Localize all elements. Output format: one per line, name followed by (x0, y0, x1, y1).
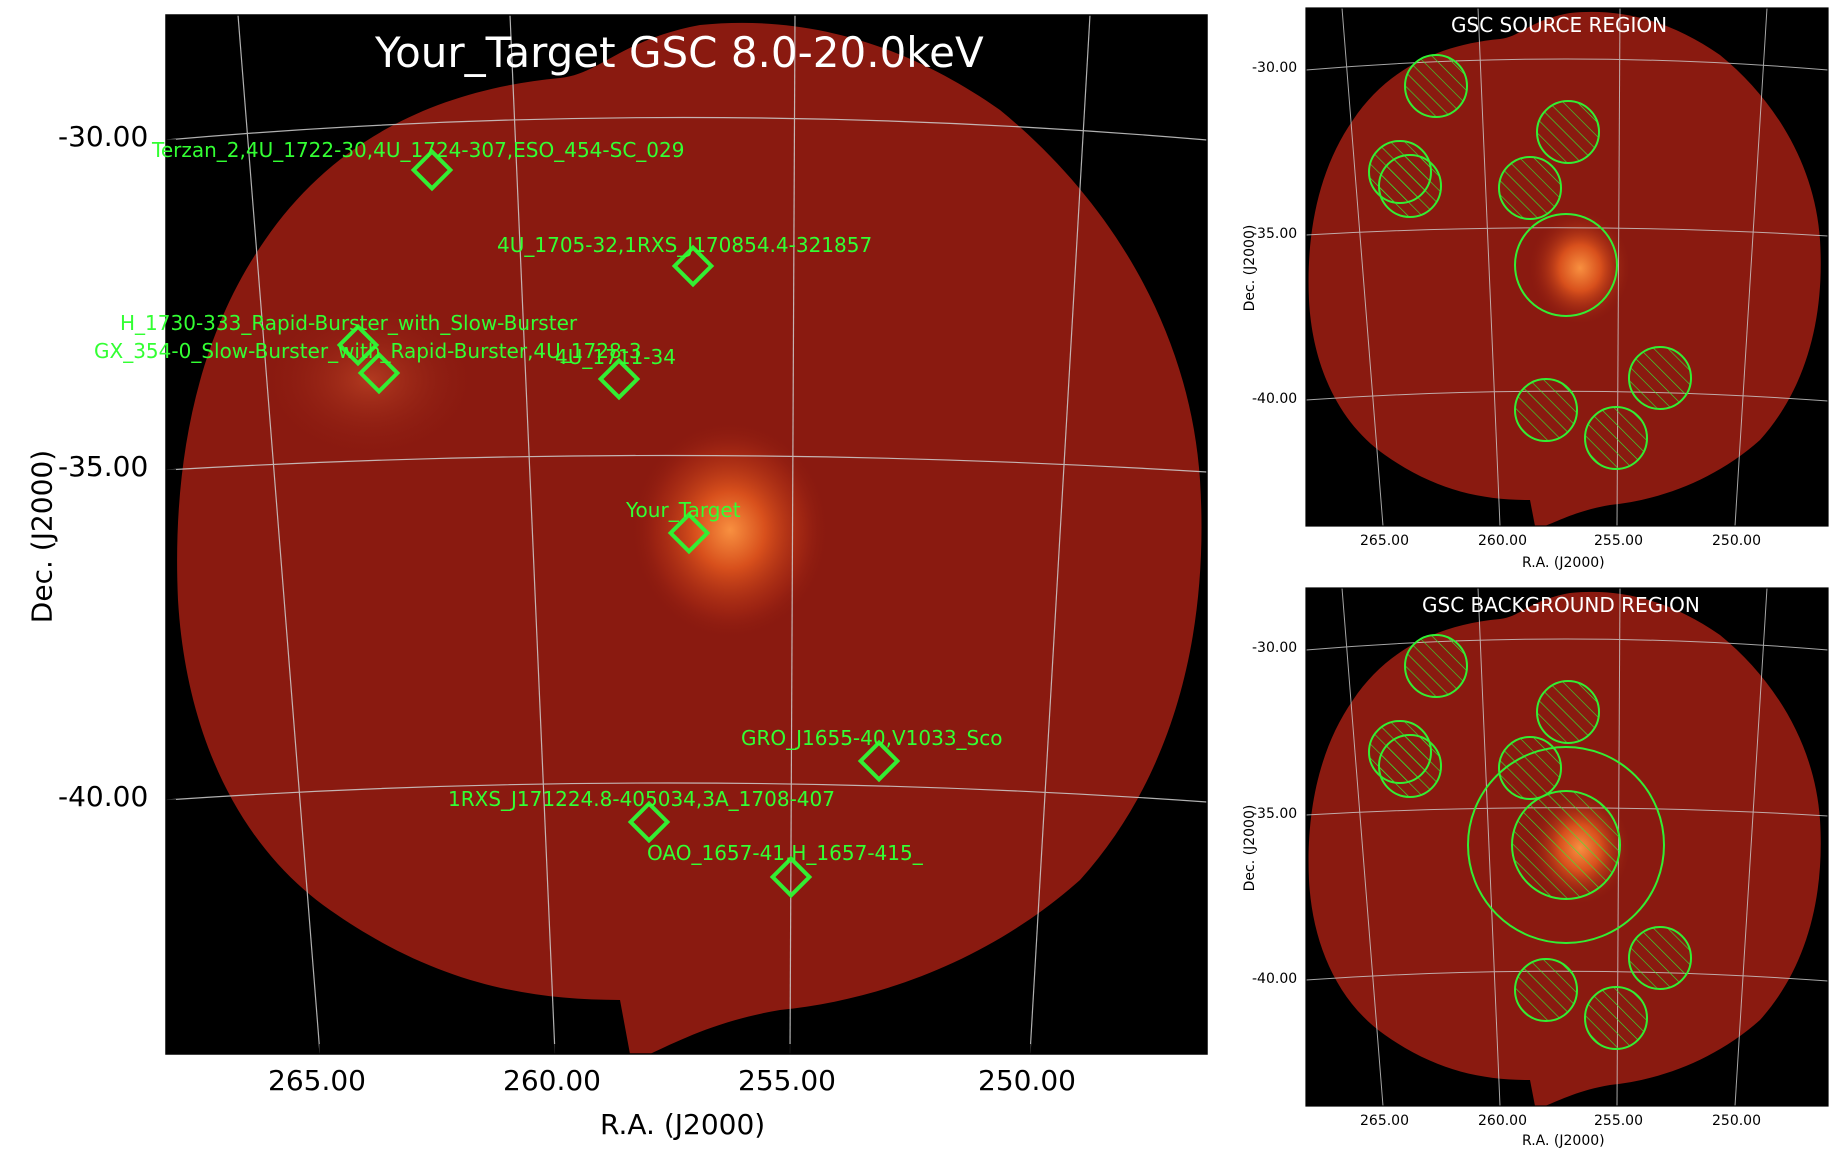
exclusion-circle (1584, 406, 1648, 470)
exclusion-circle (1628, 926, 1692, 990)
marker-terzan2 (410, 148, 454, 192)
ytick-label: -35.00 (58, 450, 149, 483)
exclusion-circle (1628, 346, 1692, 410)
marker-target (667, 511, 711, 555)
source-y-axis-label: Dec. (J2000) (1242, 224, 1258, 312)
ytick-label: -40.00 (58, 780, 149, 813)
main-title: Your_Target GSC 8.0-20.0keV (375, 28, 984, 77)
exclusion-circle (1378, 734, 1442, 798)
xtick-label: 255.00 (1594, 1113, 1643, 1129)
exclusion-circle (1498, 736, 1562, 800)
xtick-label: 260.00 (1478, 533, 1527, 549)
ytick-label: -40.00 (1252, 971, 1298, 987)
source-label-gx354: GX_354-0_Slow-Burster_with_Rapid-Burster… (94, 339, 642, 363)
exclusion-circle (1584, 986, 1648, 1050)
background-x-axis-label: R.A. (J2000) (1522, 1133, 1605, 1149)
ytick-label: -30.00 (1252, 60, 1298, 76)
source-region-panel: GSC SOURCE REGION -30.00 -35.00 -40.00 2… (1220, 0, 1832, 580)
main-panel: Your_Target GSC 8.0-20.0keV Terzan_2,4U_… (25, 14, 1208, 1141)
marker-gx354 (357, 351, 401, 395)
source-label-gro1655: GRO_J1655-40,V1033_Sco (741, 726, 1003, 750)
source-label-oao1657: OAO_1657-41,H_1657-415_ (647, 841, 923, 865)
main-y-axis-label: Dec. (J2000) (25, 449, 59, 624)
source-circle (1514, 213, 1618, 317)
xtick-label: 265.00 (1360, 533, 1409, 549)
ytick-label: -35.00 (1252, 806, 1298, 822)
marker-1rxs1712 (627, 800, 671, 844)
main-image (165, 14, 1208, 1055)
marker-oao1657 (769, 855, 813, 899)
xtick-label: 260.00 (503, 1064, 601, 1097)
ytick-label: -30.00 (1252, 640, 1298, 656)
marker-h1730 (336, 323, 380, 367)
xtick-label: 250.00 (1712, 533, 1761, 549)
source-region-image (1305, 7, 1829, 527)
xtick-label: 255.00 (738, 1064, 836, 1097)
xtick-label: 265.00 (1360, 1113, 1409, 1129)
source-label-1rxs1712: 1RXS_J171224.8-405034,3A_1708-407 (448, 787, 835, 811)
exclusion-circle (1511, 790, 1621, 900)
source-label-terzan2: Terzan_2,4U_1722-30,4U_1724-307,ESO_454-… (152, 138, 685, 162)
source-label-4u1705: 4U_1705-32,1RXS_J170854.4-321857 (497, 233, 873, 257)
ytick-label: -35.00 (1252, 226, 1298, 242)
exclusion-circle (1514, 378, 1578, 442)
exclusion-circle (1378, 154, 1442, 218)
exclusion-circle (1514, 958, 1578, 1022)
xtick-label: 265.00 (268, 1064, 366, 1097)
exclusion-circle (1498, 156, 1562, 220)
exclusion-circle (1404, 634, 1468, 698)
marker-4u1711 (597, 357, 641, 401)
exclusion-regions (1368, 634, 1692, 1050)
xtick-label: 255.00 (1594, 533, 1643, 549)
background-annulus-outer (1467, 746, 1665, 944)
xtick-label: 250.00 (978, 1064, 1076, 1097)
source-region-title: GSC SOURCE REGION (1451, 13, 1668, 37)
exclusion-regions (1368, 54, 1692, 470)
main-x-axis-label: R.A. (J2000) (600, 1108, 766, 1141)
exclusion-circle (1404, 54, 1468, 118)
marker-gro1655 (857, 739, 901, 783)
source-label-4u1711: 4U_1711-34 (555, 345, 676, 369)
ytick-label: -40.00 (1252, 391, 1298, 407)
source-label-target: Your_Target (626, 498, 741, 522)
background-region-panel: GSC BACKGROUND REGION -30.00 -35.00 -40.… (1220, 580, 1832, 1156)
source-label-h1730: H_1730-333_Rapid-Burster_with_Slow-Burst… (120, 311, 578, 335)
xtick-label: 250.00 (1712, 1113, 1761, 1129)
ytick-label: -30.00 (58, 120, 149, 153)
background-y-axis-label: Dec. (J2000) (1242, 804, 1258, 892)
exclusion-circle (1536, 100, 1600, 164)
background-region-title: GSC BACKGROUND REGION (1422, 593, 1700, 617)
exclusion-circle (1536, 680, 1600, 744)
marker-4u1705 (671, 244, 715, 288)
source-x-axis-label: R.A. (J2000) (1522, 555, 1605, 571)
xtick-label: 260.00 (1478, 1113, 1527, 1129)
source-markers (336, 148, 901, 899)
background-region-image (1305, 587, 1829, 1107)
